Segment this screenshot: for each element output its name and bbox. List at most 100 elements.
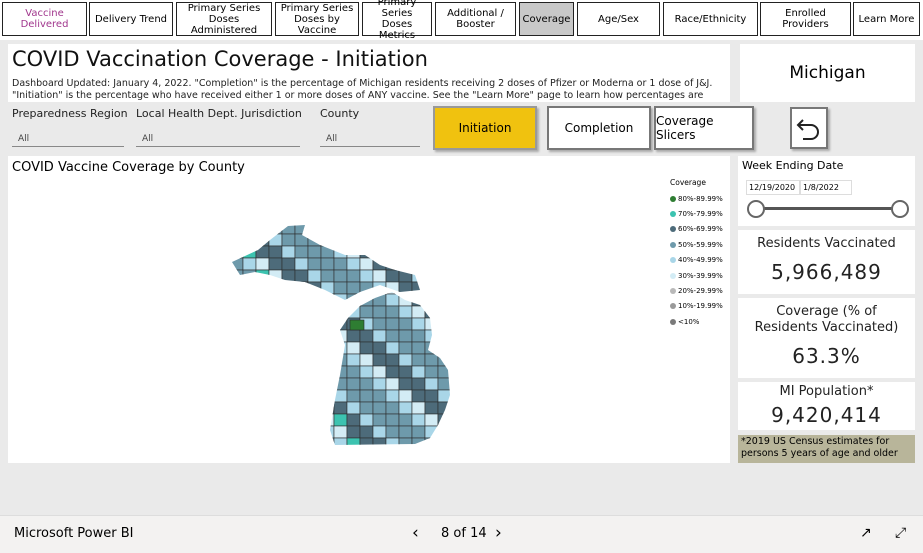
county[interactable] — [437, 293, 451, 307]
county[interactable] — [268, 281, 283, 295]
county[interactable] — [333, 293, 348, 307]
county[interactable] — [437, 233, 451, 247]
start-date[interactable]: 12/19/2020 — [746, 180, 800, 195]
county[interactable] — [255, 329, 270, 343]
county[interactable] — [372, 257, 387, 271]
county[interactable] — [437, 269, 451, 283]
county[interactable] — [281, 222, 296, 235]
county[interactable] — [294, 377, 309, 391]
county[interactable] — [346, 233, 361, 247]
county[interactable] — [333, 425, 348, 439]
slider-handle[interactable] — [891, 200, 909, 218]
county[interactable] — [411, 269, 426, 283]
county[interactable] — [242, 222, 257, 235]
county[interactable] — [451, 306, 464, 318]
county[interactable] — [372, 401, 387, 415]
county[interactable] — [398, 341, 413, 355]
county[interactable] — [398, 437, 413, 450]
county[interactable] — [346, 222, 361, 235]
county[interactable] — [372, 293, 387, 307]
county[interactable] — [320, 317, 335, 331]
county[interactable] — [333, 305, 348, 319]
county[interactable] — [320, 233, 335, 247]
county[interactable] — [230, 245, 244, 259]
county[interactable] — [230, 257, 244, 271]
county[interactable] — [255, 281, 270, 295]
county[interactable] — [372, 269, 387, 283]
county[interactable] — [359, 329, 374, 343]
county[interactable] — [411, 245, 426, 259]
county[interactable] — [437, 413, 451, 427]
county[interactable] — [398, 245, 413, 259]
county[interactable] — [424, 365, 439, 379]
county[interactable] — [424, 269, 439, 283]
county[interactable] — [385, 353, 400, 367]
county[interactable] — [398, 353, 413, 367]
county[interactable] — [437, 245, 451, 259]
county[interactable] — [451, 378, 464, 390]
county[interactable] — [281, 269, 296, 283]
county[interactable] — [346, 293, 361, 307]
county[interactable] — [359, 365, 374, 379]
county[interactable] — [385, 257, 400, 271]
county[interactable] — [398, 425, 413, 439]
county[interactable] — [230, 305, 244, 319]
county[interactable] — [320, 257, 335, 271]
county[interactable] — [398, 329, 413, 343]
county[interactable] — [320, 341, 335, 355]
county[interactable] — [411, 305, 426, 319]
county[interactable] — [437, 353, 451, 367]
fullscreen[interactable]: ⤢ — [895, 525, 907, 541]
county[interactable] — [333, 233, 348, 247]
county[interactable] — [320, 305, 335, 319]
county[interactable] — [333, 257, 348, 271]
county[interactable] — [307, 401, 322, 415]
county[interactable] — [281, 437, 296, 450]
county[interactable] — [242, 281, 257, 295]
county[interactable] — [320, 389, 335, 403]
county[interactable] — [230, 281, 244, 295]
county[interactable] — [307, 317, 322, 331]
county[interactable] — [411, 293, 426, 307]
county[interactable] — [294, 437, 309, 450]
county[interactable] — [242, 365, 257, 379]
county[interactable] — [294, 233, 309, 247]
county[interactable] — [437, 329, 451, 343]
county[interactable] — [333, 245, 348, 259]
county[interactable] — [333, 389, 348, 403]
county[interactable] — [268, 365, 283, 379]
county[interactable] — [255, 222, 270, 235]
county[interactable] — [320, 353, 335, 367]
county[interactable] — [268, 233, 283, 247]
county[interactable] — [359, 341, 374, 355]
county[interactable] — [424, 317, 439, 331]
nav-tab[interactable]: Delivery Trend — [89, 2, 173, 36]
county[interactable] — [359, 377, 374, 391]
county[interactable] — [385, 269, 400, 283]
nav-tab[interactable]: Primary Series Doses by Vaccine — [275, 2, 359, 36]
county[interactable] — [307, 329, 322, 343]
county[interactable] — [333, 401, 348, 415]
county[interactable] — [398, 293, 413, 307]
county[interactable] — [268, 413, 283, 427]
filter-dropdown[interactable]: All — [136, 131, 300, 147]
county[interactable] — [385, 401, 400, 415]
county[interactable] — [398, 269, 413, 283]
county[interactable] — [268, 389, 283, 403]
county[interactable] — [424, 257, 439, 271]
county[interactable] — [320, 269, 335, 283]
county[interactable] — [333, 341, 348, 355]
county[interactable] — [372, 425, 387, 439]
county[interactable] — [242, 413, 257, 427]
county[interactable] — [385, 365, 400, 379]
county[interactable] — [451, 402, 464, 414]
county[interactable] — [281, 353, 296, 367]
county[interactable] — [424, 437, 439, 450]
county[interactable] — [242, 305, 257, 319]
county[interactable] — [385, 222, 400, 235]
county[interactable] — [372, 353, 387, 367]
county[interactable] — [437, 401, 451, 415]
county[interactable] — [230, 317, 244, 331]
county[interactable] — [281, 293, 296, 307]
county[interactable] — [281, 377, 296, 391]
